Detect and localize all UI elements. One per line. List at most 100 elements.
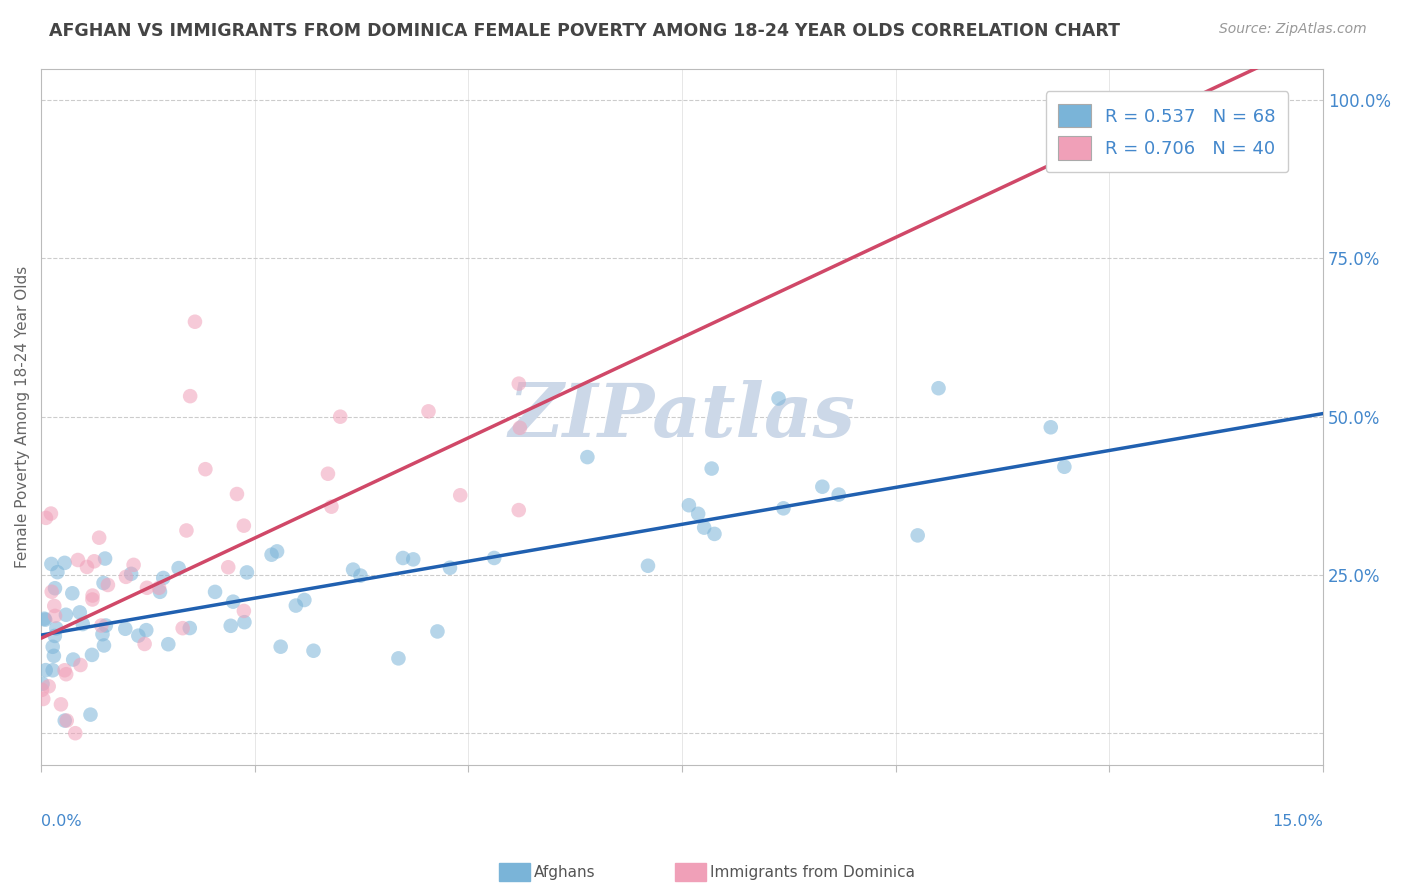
Point <box>176 524 198 538</box>
Point <box>80 648 103 662</box>
Point <box>688 507 710 521</box>
Point <box>44 629 66 643</box>
Point <box>39 507 62 521</box>
Point <box>703 527 725 541</box>
Point <box>811 480 834 494</box>
Point <box>44 581 66 595</box>
Point <box>316 467 339 481</box>
Point <box>41 584 63 599</box>
Point <box>34 612 56 626</box>
Point <box>72 617 94 632</box>
Point <box>482 551 505 566</box>
Point <box>91 627 114 641</box>
Point <box>439 560 461 574</box>
Point <box>97 578 120 592</box>
Point <box>329 409 352 424</box>
Point <box>392 551 415 566</box>
Point <box>637 558 659 573</box>
Text: AFGHAN VS IMMIGRANTS FROM DOMINICA FEMALE POVERTY AMONG 18-24 YEAR OLDS CORRELAT: AFGHAN VS IMMIGRANTS FROM DOMINICA FEMAL… <box>49 22 1121 40</box>
Point <box>1039 420 1062 434</box>
Point <box>302 644 325 658</box>
Point <box>53 556 76 570</box>
Point <box>217 560 239 574</box>
Point <box>184 315 207 329</box>
Point <box>349 568 371 582</box>
Text: Immigrants from Dominica: Immigrants from Dominica <box>710 865 915 880</box>
Point <box>83 554 105 568</box>
Point <box>1053 459 1076 474</box>
Text: 0.0%: 0.0% <box>41 814 82 829</box>
Point <box>49 698 72 712</box>
Point <box>270 640 292 654</box>
Point <box>114 622 136 636</box>
Point <box>387 651 409 665</box>
Point <box>65 726 87 740</box>
Point <box>157 637 180 651</box>
Point <box>35 511 58 525</box>
Point <box>167 561 190 575</box>
Point <box>179 389 201 403</box>
Point <box>226 487 249 501</box>
Point <box>82 589 104 603</box>
Point <box>172 621 194 635</box>
Point <box>321 500 343 514</box>
Point <box>149 584 172 599</box>
Point <box>509 421 531 435</box>
Point <box>41 640 63 654</box>
Point <box>32 692 55 706</box>
Point <box>426 624 449 639</box>
Point <box>134 637 156 651</box>
Point <box>342 563 364 577</box>
Point <box>45 621 67 635</box>
Point <box>42 648 65 663</box>
Point <box>907 528 929 542</box>
Point <box>508 376 530 391</box>
Point <box>55 667 77 681</box>
Point <box>678 498 700 512</box>
Point <box>31 682 53 697</box>
Point <box>69 606 91 620</box>
Point <box>76 560 98 574</box>
Point <box>62 652 84 666</box>
Point <box>82 592 104 607</box>
Point <box>44 599 66 613</box>
Point <box>508 503 530 517</box>
Point <box>402 552 425 566</box>
Point <box>284 599 307 613</box>
Point <box>928 381 950 395</box>
Point <box>41 663 63 677</box>
Legend: R = 0.537   N = 68, R = 0.706   N = 40: R = 0.537 N = 68, R = 0.706 N = 40 <box>1046 92 1288 172</box>
Point <box>232 518 254 533</box>
Point <box>219 619 242 633</box>
Point <box>700 461 723 475</box>
Text: ZIPatlas: ZIPatlas <box>509 381 856 453</box>
Text: 15.0%: 15.0% <box>1272 814 1323 829</box>
Point <box>94 618 117 632</box>
Point <box>66 553 89 567</box>
Point <box>236 566 259 580</box>
Point <box>35 663 58 677</box>
Point <box>120 566 142 581</box>
Point <box>449 488 471 502</box>
Point <box>55 714 77 728</box>
Point <box>115 570 138 584</box>
Point <box>44 608 66 623</box>
Point <box>94 551 117 566</box>
Point <box>89 531 111 545</box>
Text: Afghans: Afghans <box>534 865 596 880</box>
Point <box>693 521 716 535</box>
Point <box>53 714 76 728</box>
Point <box>194 462 217 476</box>
Point <box>179 621 201 635</box>
Point <box>292 593 315 607</box>
Point <box>772 501 794 516</box>
Point <box>41 557 63 571</box>
Point <box>135 623 157 637</box>
Point <box>34 613 56 627</box>
Point <box>828 487 851 501</box>
Point <box>46 565 69 579</box>
Point <box>31 677 53 691</box>
Point <box>93 576 115 591</box>
Point <box>233 615 256 630</box>
Point <box>152 571 174 585</box>
